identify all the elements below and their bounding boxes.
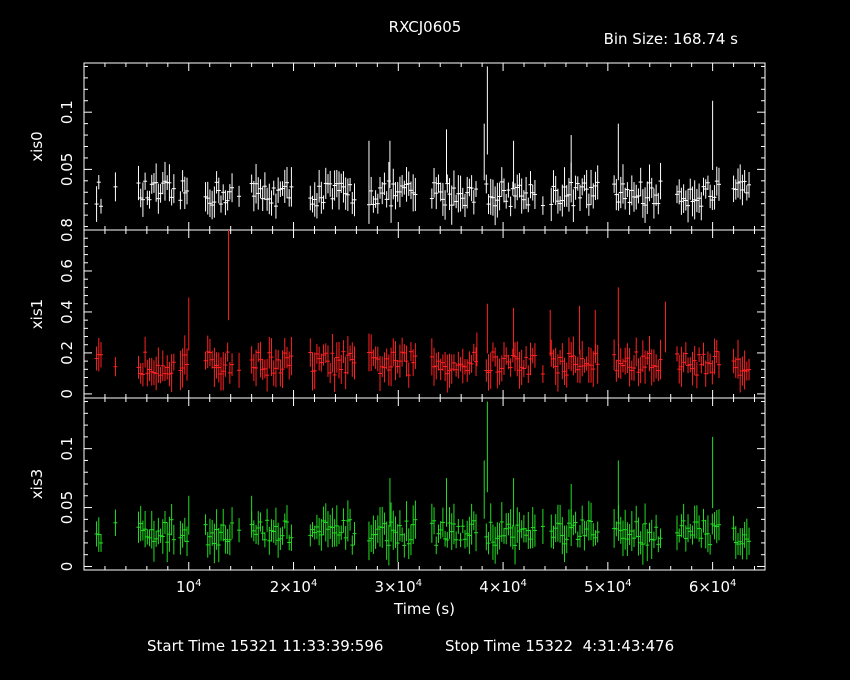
x-axis-label: Time (s) bbox=[394, 600, 455, 618]
y-tick-label: 0.05 bbox=[58, 491, 76, 524]
panel-frame bbox=[83, 62, 766, 231]
x-tick-label: 5×104 bbox=[584, 578, 632, 596]
chart-title: RXCJ0605 bbox=[388, 18, 462, 36]
x-tick-label: 2×104 bbox=[270, 578, 318, 596]
y-axis-label: xis0 bbox=[28, 131, 46, 161]
y-tick-label: 0.1 bbox=[58, 100, 76, 124]
y-axis-label: xis3 bbox=[28, 469, 46, 499]
x-tick-label: 6×104 bbox=[689, 578, 737, 596]
y-axis-label: xis1 bbox=[28, 299, 46, 329]
x-tick-label: 4×104 bbox=[479, 578, 527, 596]
stop-time-label: Stop Time 15322 4:31:43:476 bbox=[445, 637, 675, 655]
y-tick-label: 0 bbox=[58, 562, 76, 572]
y-tick-label: 0.05 bbox=[58, 153, 76, 186]
start-time-label: Start Time 15321 11:33:39:596 bbox=[147, 637, 384, 655]
x-tick-label: 3×104 bbox=[375, 578, 423, 596]
panel-frame bbox=[83, 229, 766, 399]
y-tick-label: 0.4 bbox=[58, 300, 76, 324]
y-tick-label: 0.8 bbox=[58, 218, 76, 242]
y-tick-label: 0.2 bbox=[58, 341, 76, 365]
y-tick-label: 0.1 bbox=[58, 437, 76, 461]
y-tick-label: 0 bbox=[58, 389, 76, 399]
x-tick-label: 104 bbox=[176, 578, 201, 596]
y-tick-label: 0.6 bbox=[58, 259, 76, 283]
bin-size-label: Bin Size: 168.74 s bbox=[603, 30, 738, 48]
panel-frame bbox=[83, 397, 766, 571]
